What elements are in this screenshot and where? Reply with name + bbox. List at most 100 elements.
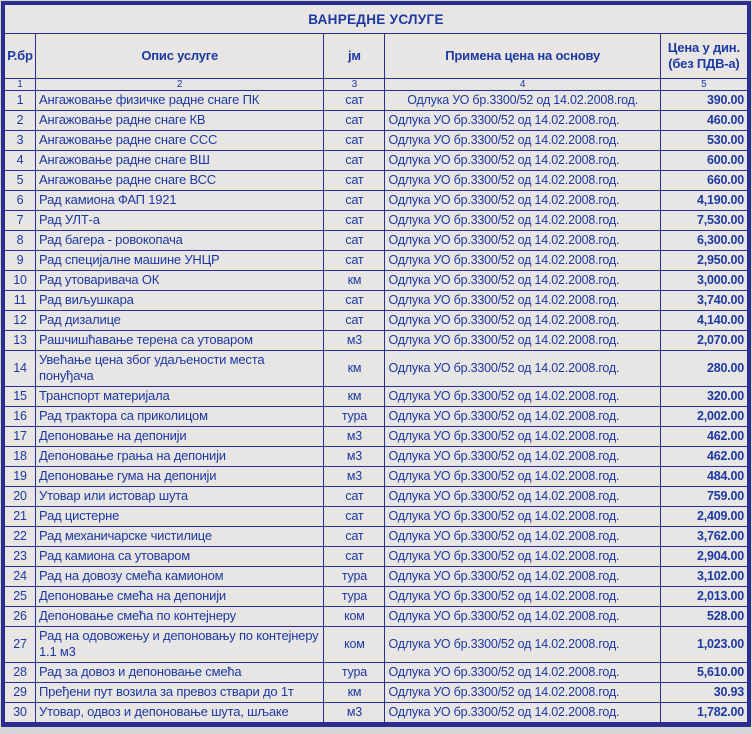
row-ordinal: 8 — [3, 230, 37, 251]
row-ordinal: 14 — [3, 350, 37, 387]
table-row: 5 Ангажовање радне снаге ВСС сат Одлука … — [3, 170, 749, 191]
table-row: 28 Рад за довоз и депоновање смећа тура … — [3, 662, 749, 683]
row-ordinal: 28 — [3, 662, 37, 683]
price-basis: Одлука УО бр.3300/52 од 14.02.2008.год. — [384, 386, 661, 407]
unit-of-measure: ком — [323, 626, 386, 663]
title-row: ВАНРЕДНЕ УСЛУГЕ — [4, 4, 748, 34]
service-description: Рад камиона са утоваром — [35, 546, 325, 567]
table-row: 24 Рад на довозу смећа камионом тура Одл… — [3, 566, 749, 587]
price-value: 390.00 — [659, 90, 749, 111]
table-row: 27 Рад на одовожењу и депоновању по конт… — [3, 626, 749, 663]
price-basis: Одлука УО бр.3300/52 од 14.02.2008.год. — [384, 150, 661, 171]
price-value: 2,409.00 — [659, 506, 749, 527]
price-basis: Одлука УО бр.3300/52 од 14.02.2008.год. — [384, 90, 661, 111]
service-description: Рад трактора са приколицом — [35, 406, 325, 427]
price-basis: Одлука УО бр.3300/52 од 14.02.2008.год. — [384, 446, 661, 467]
row-ordinal: 9 — [3, 250, 37, 271]
price-basis: Одлука УО бр.3300/52 од 14.02.2008.год. — [384, 130, 661, 151]
row-ordinal: 30 — [3, 702, 37, 723]
unit-of-measure: км — [323, 386, 386, 407]
price-basis: Одлука УО бр.3300/52 од 14.02.2008.год. — [384, 626, 661, 663]
price-basis: Одлука УО бр.3300/52 од 14.02.2008.год. — [384, 702, 661, 723]
unit-of-measure: сат — [323, 526, 386, 547]
column-number-row: 1 2 3 4 5 — [3, 78, 749, 91]
column-header-price-line1: Цена у дин. — [667, 40, 740, 55]
table-row: 11 Рад виљушкара сат Одлука УО бр.3300/5… — [3, 290, 749, 311]
table-row: 21 Рад цистерне сат Одлука УО бр.3300/52… — [3, 506, 749, 527]
service-description: Рад УЛТ-а — [35, 210, 325, 231]
row-ordinal: 24 — [3, 566, 37, 587]
price-value: 4,190.00 — [659, 190, 749, 211]
row-ordinal: 11 — [3, 290, 37, 311]
unit-of-measure: км — [323, 682, 386, 703]
service-description: Рад за довоз и депоновање смећа — [35, 662, 325, 683]
price-value: 2,904.00 — [659, 546, 749, 567]
table-row: 14 Увећање цена због удаљености места по… — [3, 350, 749, 387]
table-row: 15 Транспорт материјала км Одлука УО бр.… — [3, 386, 749, 407]
service-description: Рад багера - ровокопача — [35, 230, 325, 251]
price-value: 7,530.00 — [659, 210, 749, 231]
price-value: 6,300.00 — [659, 230, 749, 251]
service-description: Ангажовање радне снаге ВСС — [35, 170, 325, 191]
price-basis: Одлука УО бр.3300/52 од 14.02.2008.год. — [384, 566, 661, 587]
unit-of-measure: сат — [323, 290, 386, 311]
unit-of-measure: м3 — [323, 702, 386, 723]
unit-of-measure: м3 — [323, 330, 386, 351]
unit-of-measure: км — [323, 270, 386, 291]
price-basis: Одлука УО бр.3300/52 од 14.02.2008.год. — [384, 546, 661, 567]
service-description: Ангажовање радне снаге КВ — [35, 110, 325, 131]
row-ordinal: 26 — [3, 606, 37, 627]
price-value: 2,070.00 — [659, 330, 749, 351]
column-header-description: Опис услуге — [35, 33, 325, 79]
price-value: 460.00 — [659, 110, 749, 131]
unit-of-measure: сат — [323, 190, 386, 211]
table-row: 26 Депоновање смећа по контејнеру ком Од… — [3, 606, 749, 627]
service-description: Депоновање гума на депонији — [35, 466, 325, 487]
table-row: 12 Рад дизалице сат Одлука УО бр.3300/52… — [3, 310, 749, 331]
price-basis: Одлука УО бр.3300/52 од 14.02.2008.год. — [384, 426, 661, 447]
price-value: 280.00 — [659, 350, 749, 387]
service-description: Рад на довозу смећа камионом — [35, 566, 325, 587]
price-value: 4,140.00 — [659, 310, 749, 331]
service-description: Рад камиона ФАП 1921 — [35, 190, 325, 211]
price-basis: Одлука УО бр.3300/52 од 14.02.2008.год. — [384, 466, 661, 487]
price-value: 660.00 — [659, 170, 749, 191]
table-row: 3 Ангажовање радне снаге ССС сат Одлука … — [3, 130, 749, 151]
price-basis: Одлука УО бр.3300/52 од 14.02.2008.год. — [384, 270, 661, 291]
price-value: 3,102.00 — [659, 566, 749, 587]
row-ordinal: 16 — [3, 406, 37, 427]
row-ordinal: 15 — [3, 386, 37, 407]
service-description: Рад виљушкара — [35, 290, 325, 311]
row-ordinal: 5 — [3, 170, 37, 191]
price-value: 2,950.00 — [659, 250, 749, 271]
column-number-2: 2 — [35, 78, 325, 91]
unit-of-measure: сат — [323, 130, 386, 151]
service-description: Увећање цена због удаљености места понуђ… — [35, 350, 325, 387]
unit-of-measure: сат — [323, 230, 386, 251]
price-basis: Одлука УО бр.3300/52 од 14.02.2008.год. — [384, 662, 661, 683]
table-body: 1 Ангажовање физичке радне снаге ПК сат … — [3, 90, 749, 723]
service-description: Депоновање грања на депонији — [35, 446, 325, 467]
service-description: Ангажовање физичке радне снаге ПК — [35, 90, 325, 111]
service-description: Рад утоваривача ОК — [35, 270, 325, 291]
service-description: Утовар или истовар шута — [35, 486, 325, 507]
table-row: 19 Депоновање гума на депонији м3 Одлука… — [3, 466, 749, 487]
row-ordinal: 22 — [3, 526, 37, 547]
unit-of-measure: сат — [323, 506, 386, 527]
price-value: 1,023.00 — [659, 626, 749, 663]
row-ordinal: 17 — [3, 426, 37, 447]
row-ordinal: 1 — [3, 90, 37, 111]
price-basis: Одлука УО бр.3300/52 од 14.02.2008.год. — [384, 230, 661, 251]
price-basis: Одлука УО бр.3300/52 од 14.02.2008.год. — [384, 350, 661, 387]
unit-of-measure: сат — [323, 546, 386, 567]
unit-of-measure: тура — [323, 662, 386, 683]
table-row: 30 Утовар, одвоз и депоновање шута, шљак… — [3, 702, 749, 723]
unit-of-measure: м3 — [323, 446, 386, 467]
service-description: Рашчишћавање терена са утоваром — [35, 330, 325, 351]
row-ordinal: 21 — [3, 506, 37, 527]
table-row: 17 Депоновање на депонији м3 Одлука УО б… — [3, 426, 749, 447]
price-value: 462.00 — [659, 446, 749, 467]
unit-of-measure: тура — [323, 566, 386, 587]
unit-of-measure: сат — [323, 170, 386, 191]
service-description: Депоновање на депонији — [35, 426, 325, 447]
